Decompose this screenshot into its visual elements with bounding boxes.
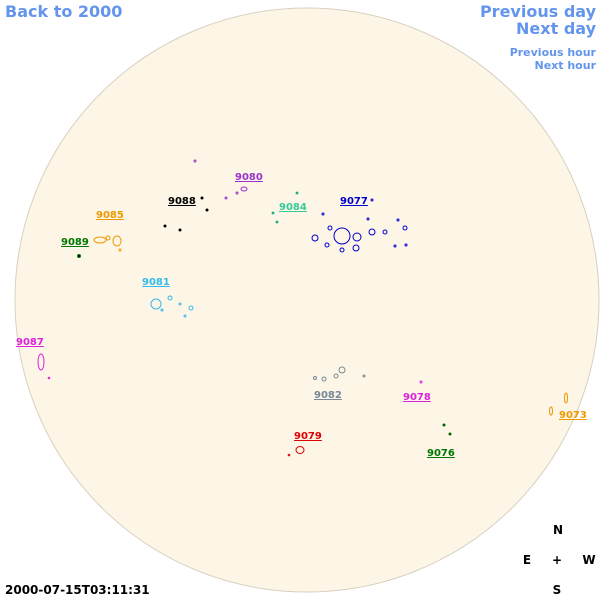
- compass-north: N: [553, 523, 563, 537]
- compass-south: S: [553, 583, 562, 597]
- region-label[interactable]: 9087: [16, 337, 44, 348]
- previous-hour-link[interactable]: Previous hour: [510, 46, 597, 59]
- back-link[interactable]: Back to 2000: [5, 2, 122, 21]
- region-label[interactable]: 9078: [403, 392, 431, 403]
- region-label[interactable]: 9084: [279, 202, 307, 213]
- compass: N E + W S: [523, 523, 596, 597]
- region-label[interactable]: 9081: [142, 277, 170, 288]
- region-label[interactable]: 9073: [559, 410, 587, 421]
- region-label[interactable]: 9080: [235, 172, 263, 183]
- previous-day-link[interactable]: Previous day: [480, 2, 597, 21]
- region-labels: 9080 9088 9084 9077 9085 9089 9081 9087 …: [16, 172, 587, 459]
- region-label[interactable]: 9085: [96, 210, 124, 221]
- compass-center: +: [552, 553, 562, 567]
- region-label[interactable]: 9082: [314, 390, 342, 401]
- sunspot-blobs: [37, 159, 568, 457]
- region-label[interactable]: 9076: [427, 448, 455, 459]
- region-label[interactable]: 9089: [61, 237, 89, 248]
- region-label[interactable]: 9079: [294, 431, 322, 442]
- compass-east: E: [523, 553, 531, 567]
- next-hour-link[interactable]: Next hour: [535, 59, 597, 72]
- timestamp: 2000-07-15T03:11:31: [5, 583, 150, 597]
- region-label[interactable]: 9077: [340, 196, 368, 207]
- solar-disk: [14, 7, 600, 593]
- next-day-link[interactable]: Next day: [516, 19, 597, 38]
- compass-west: W: [582, 553, 595, 567]
- region-label[interactable]: 9088: [168, 196, 196, 207]
